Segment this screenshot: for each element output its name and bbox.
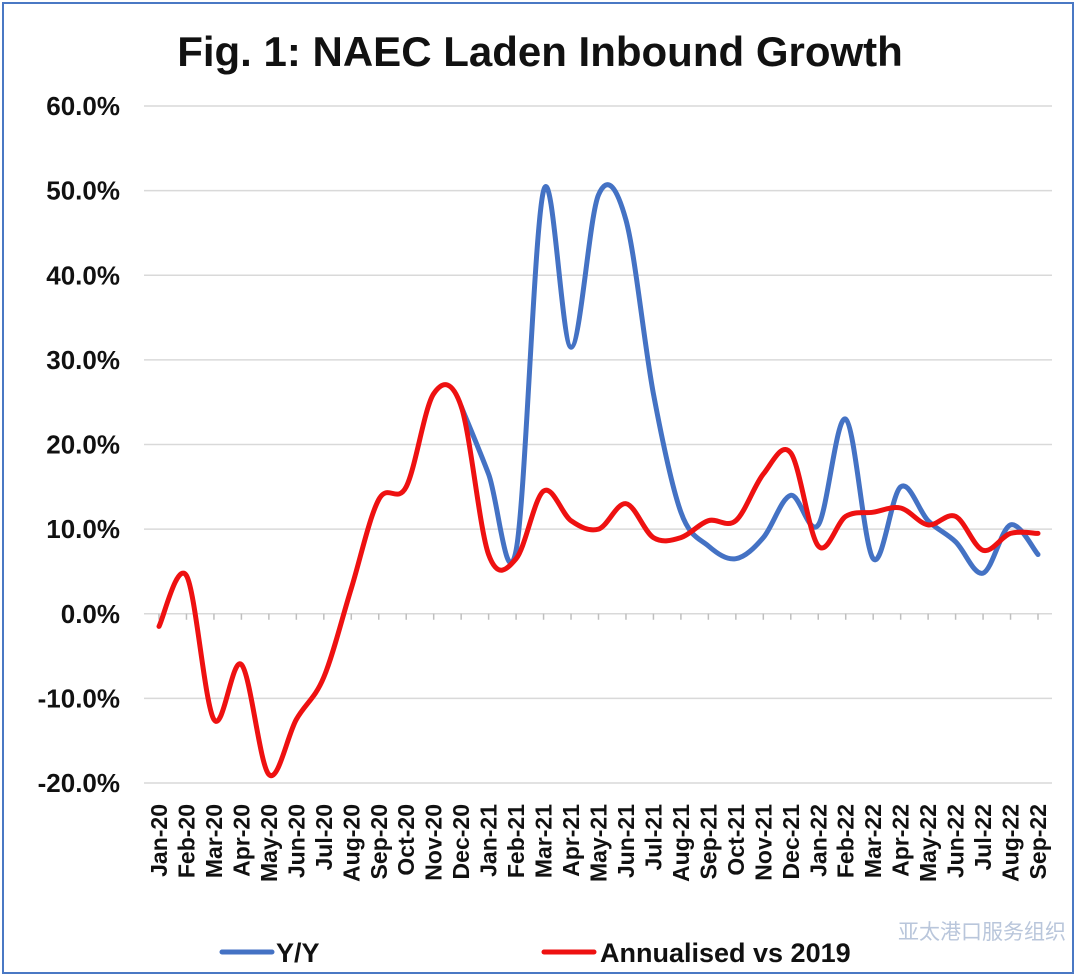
series-lines (156, 182, 1041, 779)
y-tick-label: -10.0% (38, 683, 120, 713)
y-tick-label: -20.0% (38, 768, 120, 798)
y-tick-label: 60.0% (46, 91, 120, 121)
legend-label: Annualised vs 2019 (600, 938, 851, 968)
series-line-annualised (156, 382, 1041, 779)
legend: Y/Y Annualised vs 2019 (219, 938, 851, 968)
x-tick-label: Apr-22 (888, 804, 914, 877)
x-tick-label: May-20 (256, 804, 282, 882)
legend-label: Y/Y (276, 938, 320, 968)
x-tick-label: Jan-21 (476, 804, 502, 877)
x-tick-label: Jan-22 (805, 804, 831, 877)
x-tick-label: Apr-21 (558, 804, 584, 877)
x-tick-label: Feb-22 (833, 804, 859, 878)
x-tick-label: Feb-20 (173, 804, 199, 878)
y-tick-label: 40.0% (46, 260, 120, 290)
x-tick-label: Mar-20 (201, 804, 227, 878)
x-tick-label: Nov-21 (750, 804, 776, 881)
x-tick-label: Jun-22 (943, 804, 969, 878)
x-tick-label: Jul-21 (640, 804, 666, 871)
x-tick-label: Jul-22 (970, 804, 996, 870)
series-line-yy (458, 182, 1041, 576)
x-tick-label: Mar-21 (531, 804, 557, 878)
x-tick-label: Sep-21 (695, 804, 721, 880)
x-tick-label: May-22 (915, 804, 941, 882)
x-tick-label: Nov-20 (421, 804, 447, 881)
x-axis-ticks: Jan-20 Feb-20 Mar-20 Apr-20 May-20 Jun-20 Jul-… (146, 613, 1051, 882)
x-tick-label: Aug-21 (668, 804, 694, 882)
x-tick-label: Feb-21 (503, 804, 529, 878)
x-tick-label: Jun-20 (283, 804, 309, 878)
x-tick-label: Aug-20 (338, 804, 364, 882)
x-tick-label: Jan-20 (146, 804, 172, 877)
x-tick-label: Aug-22 (998, 804, 1024, 882)
gridlines (144, 105, 1052, 784)
x-tick-label: Dec-21 (778, 804, 804, 880)
x-tick-label: Dec-20 (448, 804, 474, 879)
x-tick-label: Sep-22 (1025, 804, 1051, 879)
y-tick-label: 0.0% (61, 599, 120, 629)
y-tick-label: 30.0% (46, 345, 120, 375)
y-tick-label: 50.0% (46, 176, 120, 206)
x-tick-label: Apr-20 (228, 804, 254, 877)
x-tick-label: Oct-20 (393, 804, 419, 876)
y-tick-label: 10.0% (46, 514, 120, 544)
x-tick-label: Oct-21 (723, 804, 749, 876)
x-tick-label: Sep-20 (366, 804, 392, 879)
x-tick-label: Jun-21 (613, 804, 639, 878)
x-tick-label: Mar-22 (860, 804, 886, 878)
chart-title: Fig. 1: NAEC Laden Inbound Growth (177, 28, 903, 75)
x-tick-label: May-21 (586, 804, 612, 882)
x-tick-label: Jul-20 (311, 804, 337, 870)
line-chart: Fig. 1: NAEC Laden Inbound Growth 60.0% 5… (38, 28, 1066, 968)
y-tick-label: 20.0% (46, 430, 120, 460)
y-axis-ticks: 60.0% 50.0% 40.0% 30.0% 20.0% 10.0% 0.0% -10.0%… (38, 91, 120, 798)
watermark-text: 亚太港口服务组织 (898, 921, 1066, 944)
